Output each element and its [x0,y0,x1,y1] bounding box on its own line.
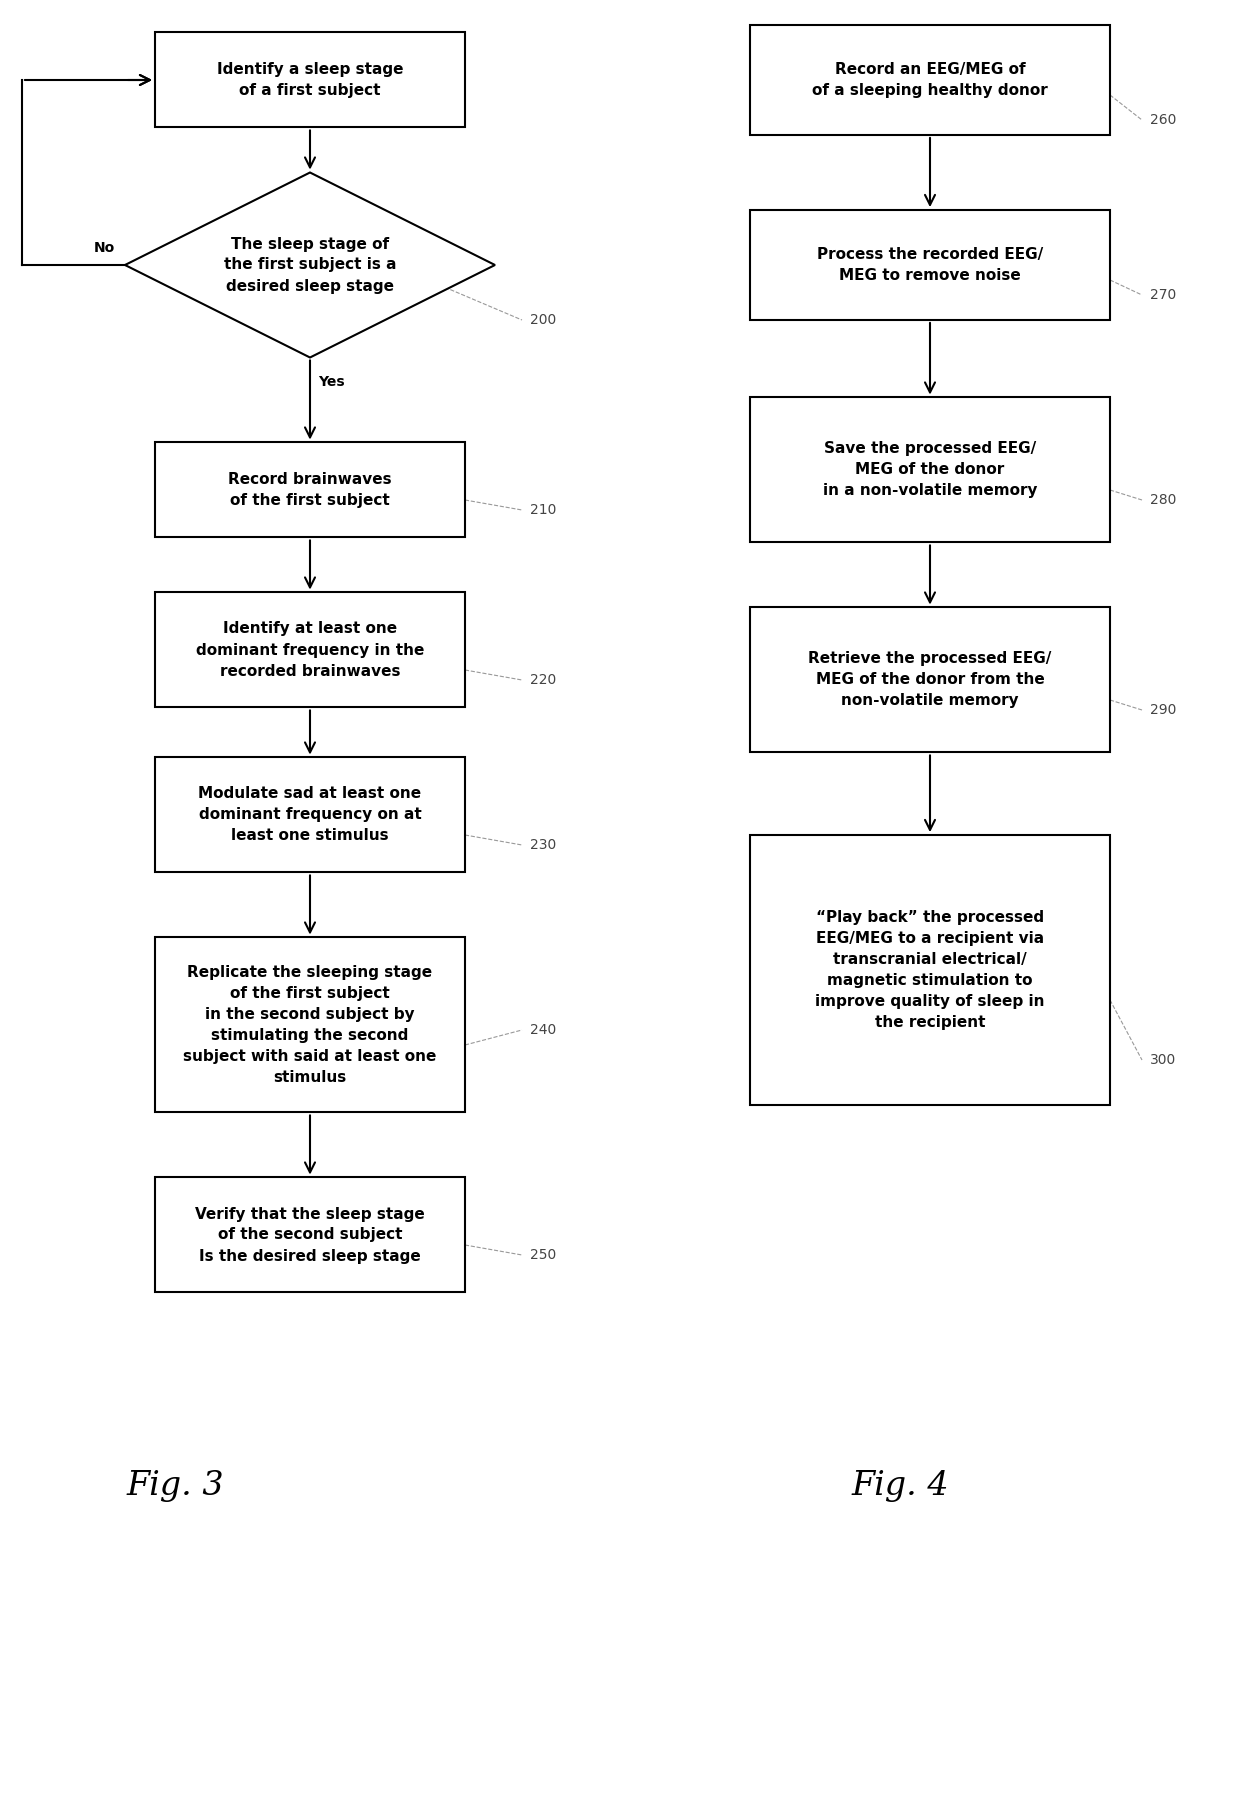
Polygon shape [125,173,495,358]
Text: Yes: Yes [317,376,345,389]
FancyBboxPatch shape [155,1177,465,1292]
Text: 260: 260 [1149,113,1177,127]
FancyBboxPatch shape [750,25,1110,134]
Text: Modulate sad at least one
dominant frequency on at
least one stimulus: Modulate sad at least one dominant frequ… [198,787,422,843]
Text: 210: 210 [529,503,557,518]
Text: 240: 240 [529,1023,557,1038]
FancyBboxPatch shape [155,443,465,538]
Text: 200: 200 [529,313,557,327]
Text: Record an EEG/MEG of
of a sleeping healthy donor: Record an EEG/MEG of of a sleeping healt… [812,62,1048,98]
Text: Replicate the sleeping stage
of the first subject
in the second subject by
stimu: Replicate the sleeping stage of the firs… [184,965,436,1085]
Text: 250: 250 [529,1248,557,1263]
FancyBboxPatch shape [155,592,465,707]
Text: 290: 290 [1149,703,1177,718]
Text: No: No [94,242,115,254]
FancyBboxPatch shape [155,33,465,127]
Text: Fig. 4: Fig. 4 [851,1470,949,1503]
Text: Save the processed EEG/
MEG of the donor
in a non-volatile memory: Save the processed EEG/ MEG of the donor… [823,442,1037,498]
FancyBboxPatch shape [155,758,465,872]
Text: 220: 220 [529,672,557,687]
Text: Identify at least one
dominant frequency in the
recorded brainwaves: Identify at least one dominant frequency… [196,621,424,678]
Text: Record brainwaves
of the first subject: Record brainwaves of the first subject [228,472,392,509]
FancyBboxPatch shape [750,607,1110,752]
Text: 270: 270 [1149,289,1177,302]
Text: 300: 300 [1149,1054,1177,1067]
Text: Process the recorded EEG/
MEG to remove noise: Process the recorded EEG/ MEG to remove … [817,247,1043,283]
Text: Fig. 3: Fig. 3 [126,1470,223,1503]
Text: Verify that the sleep stage
of the second subject
Is the desired sleep stage: Verify that the sleep stage of the secon… [195,1206,425,1263]
FancyBboxPatch shape [750,398,1110,543]
FancyBboxPatch shape [750,211,1110,320]
Text: “Play back” the processed
EEG/MEG to a recipient via
transcranial electrical/
ma: “Play back” the processed EEG/MEG to a r… [815,910,1045,1030]
Text: 230: 230 [529,838,557,852]
Text: Retrieve the processed EEG/
MEG of the donor from the
non-volatile memory: Retrieve the processed EEG/ MEG of the d… [808,652,1052,709]
Text: 280: 280 [1149,492,1177,507]
FancyBboxPatch shape [155,938,465,1112]
Text: The sleep stage of
the first subject is a
desired sleep stage: The sleep stage of the first subject is … [223,236,397,294]
Text: Identify a sleep stage
of a first subject: Identify a sleep stage of a first subjec… [217,62,403,98]
FancyBboxPatch shape [750,836,1110,1105]
